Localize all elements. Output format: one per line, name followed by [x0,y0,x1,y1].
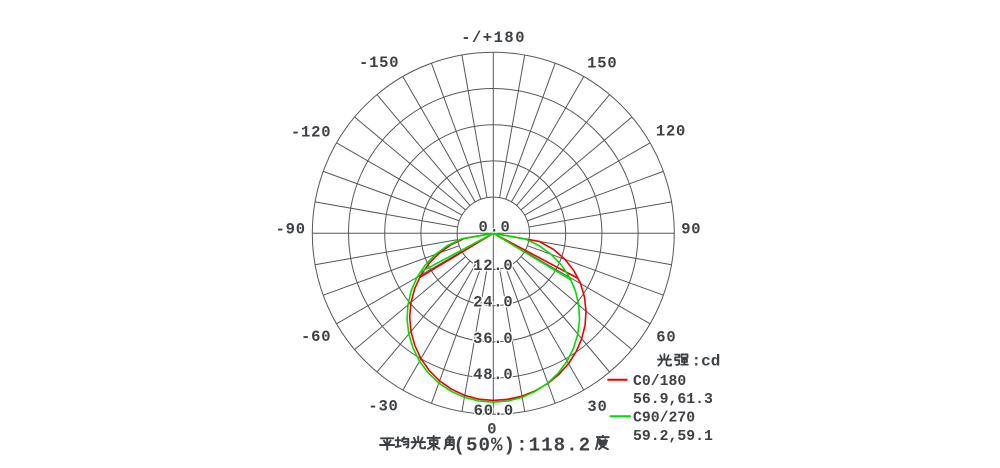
svg-text:60.0: 60.0 [474,402,514,420]
svg-text:56.9,61.3: 56.9,61.3 [633,392,713,408]
svg-text:90: 90 [681,221,701,239]
svg-text:36.0: 36.0 [473,330,513,348]
svg-text:48.0: 48.0 [473,366,513,384]
svg-text:-90: -90 [276,221,306,239]
svg-text:24.0: 24.0 [473,294,513,312]
svg-text:-150: -150 [359,54,399,72]
svg-text:120: 120 [656,123,686,141]
svg-text:C90/270: C90/270 [633,410,695,426]
svg-text:-/+180: -/+180 [461,29,526,47]
svg-text:-120: -120 [291,124,331,142]
svg-text:30: 30 [587,398,607,416]
svg-text:-60: -60 [301,328,331,346]
svg-text:60: 60 [656,329,676,347]
svg-text:0: 0 [487,420,497,438]
svg-text:-30: -30 [368,398,398,416]
svg-text:150: 150 [587,54,617,72]
svg-text:59.2,59.1: 59.2,59.1 [633,429,713,445]
svg-text:C0/180: C0/180 [633,374,686,390]
svg-text:(50%):118.2: (50%):118.2 [454,435,592,457]
svg-text:12.0: 12.0 [473,257,513,275]
svg-text::cd: :cd [692,352,721,370]
svg-text:0.0: 0.0 [478,219,511,237]
